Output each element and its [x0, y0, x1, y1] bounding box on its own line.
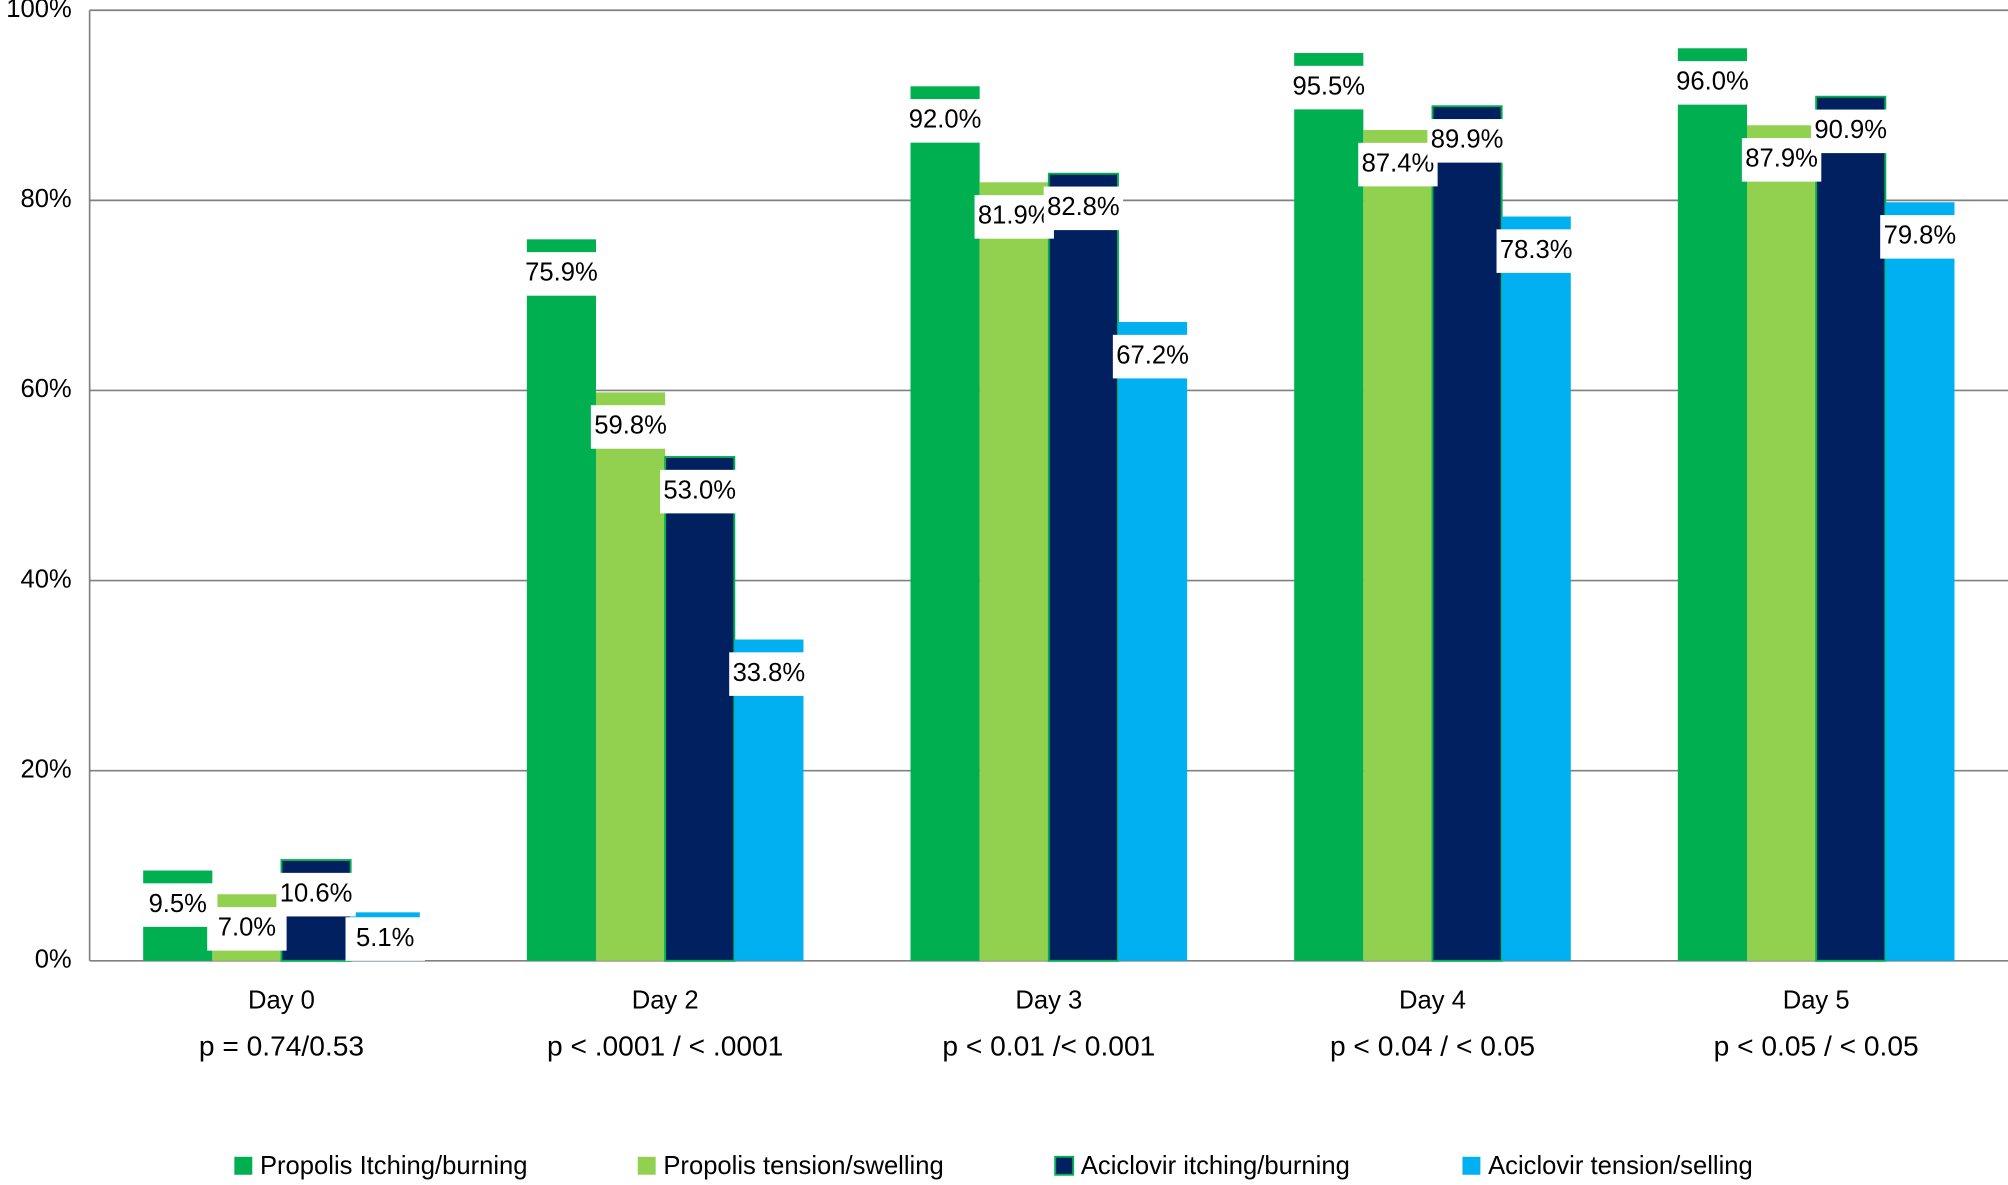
- data-label: 79.8%: [1884, 222, 1957, 250]
- x-tick-label: Day 0: [248, 987, 315, 1015]
- x-tick-label: Day 4: [1399, 987, 1466, 1015]
- category-note: p < 0.04 / < 0.05: [1330, 1029, 1535, 1061]
- category-note: p < 0.01 /< 0.001: [942, 1029, 1155, 1061]
- category-note: p < .0001 / < .0001: [547, 1029, 783, 1061]
- label-box: [1358, 142, 1438, 187]
- label-box: [1672, 61, 1753, 105]
- data-label: 92.0%: [909, 106, 982, 134]
- label-box: [905, 99, 985, 143]
- y-tick-label: 100%: [6, 0, 71, 23]
- y-tick-label: 0%: [35, 946, 72, 974]
- label-box: [1496, 229, 1576, 273]
- legend-label: Aciclovir tension/selling: [1488, 1152, 1753, 1180]
- data-label: 81.9%: [978, 202, 1051, 230]
- legend-swatch: [1462, 1156, 1481, 1175]
- label-box: [138, 883, 218, 927]
- x-tick-label: Day 5: [1783, 987, 1850, 1015]
- data-label: 33.8%: [733, 659, 806, 687]
- bar: [664, 456, 736, 962]
- bar: [1047, 172, 1119, 962]
- bar: [1363, 130, 1433, 961]
- y-tick-label: 80%: [20, 185, 71, 213]
- bar: [1431, 105, 1503, 962]
- data-label: 87.9%: [1745, 145, 1818, 173]
- data-label: 96.0%: [1676, 68, 1749, 96]
- bar: [910, 86, 980, 961]
- label-box: [1043, 186, 1124, 231]
- x-tick-label: Day 3: [1015, 987, 1082, 1015]
- bar: [1117, 322, 1188, 961]
- data-label: 82.8%: [1047, 193, 1120, 221]
- label-box: [1112, 334, 1193, 379]
- legend-swatch: [1054, 1155, 1075, 1176]
- category-note: p = 0.74/0.53: [199, 1029, 364, 1061]
- label-box: [590, 405, 671, 449]
- data-label: 59.8%: [594, 412, 667, 440]
- data-label: 67.2%: [1116, 341, 1189, 369]
- data-label: 53.0%: [663, 476, 736, 504]
- y-tick-label: 40%: [20, 565, 71, 593]
- label-box: [345, 917, 425, 961]
- data-label: 7.0%: [218, 914, 276, 942]
- legend-swatch: [637, 1156, 656, 1175]
- bar: [1885, 202, 1955, 961]
- label-box: [1289, 65, 1369, 110]
- label-box: [1427, 119, 1507, 163]
- legend-label: Aciclovir itching/burning: [1081, 1152, 1350, 1180]
- data-label: 78.3%: [1500, 236, 1573, 264]
- label-box: [1880, 215, 1960, 259]
- label-box: [974, 195, 1054, 239]
- legend-label: Propolis tension/swelling: [663, 1152, 943, 1180]
- label-box: [276, 872, 356, 917]
- data-label: 5.1%: [356, 924, 414, 952]
- data-label: 95.5%: [1292, 72, 1365, 100]
- label-box: [207, 907, 287, 951]
- data-label: 87.4%: [1362, 149, 1435, 177]
- data-label: 89.9%: [1431, 126, 1504, 154]
- label-box: [729, 652, 809, 696]
- bar: [1747, 125, 1817, 961]
- bar: [979, 182, 1049, 961]
- x-tick-label: Day 2: [632, 987, 699, 1015]
- bar: [595, 392, 666, 961]
- bar: [1294, 53, 1364, 961]
- bar: [1501, 216, 1571, 961]
- bar: [526, 239, 596, 961]
- y-tick-label: 60%: [20, 375, 71, 403]
- data-label: 9.5%: [149, 890, 207, 918]
- data-label: 90.9%: [1814, 116, 1887, 144]
- y-tick-label: 20%: [20, 755, 71, 783]
- bar: [1815, 95, 1887, 962]
- data-label: 10.6%: [280, 879, 353, 907]
- bar: [1677, 48, 1748, 961]
- data-label: 75.9%: [525, 259, 598, 287]
- legend-swatch: [234, 1156, 253, 1175]
- category-note: p < 0.05 / < 0.05: [1714, 1029, 1919, 1061]
- label-box: [660, 469, 740, 514]
- label-box: [1811, 109, 1891, 154]
- label-box: [1741, 138, 1822, 182]
- legend-label: Propolis Itching/burning: [260, 1152, 528, 1180]
- label-box: [521, 252, 602, 296]
